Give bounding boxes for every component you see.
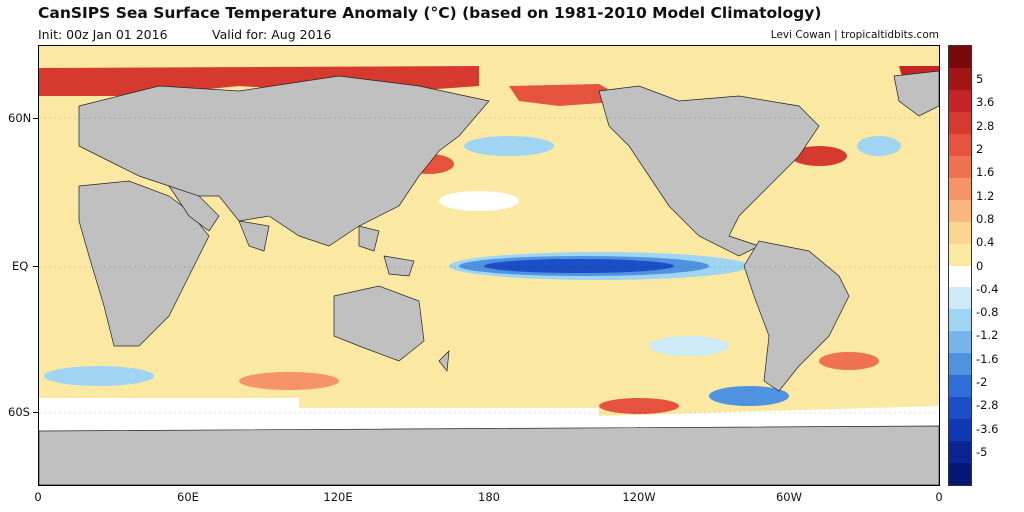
new-zealand [438, 350, 450, 372]
colorbar-label: -0.4 [976, 281, 999, 296]
greenland [893, 70, 939, 117]
colorbar-segment [949, 243, 971, 266]
colorbar-segment [949, 111, 971, 134]
colorbar-segment [949, 397, 971, 420]
north-pacific-cool-patch [464, 136, 554, 156]
colorbar-segment [949, 375, 971, 398]
xtick-60w: 60W [775, 490, 803, 504]
credit-text: Levi Cowan | tropicaltidbits.com [770, 29, 939, 41]
land-masses [39, 70, 939, 485]
xtick-180: 180 [478, 490, 500, 504]
xtick-0: 0 [34, 490, 42, 504]
colorbar-label: -5 [976, 445, 988, 460]
colorbar-label: 1.6 [976, 165, 995, 180]
colorbar-label: -1.6 [976, 351, 999, 366]
ytick-eq: EQ [12, 259, 29, 273]
drake-passage-cool [709, 386, 789, 406]
colorbar-label: 0.8 [976, 211, 995, 226]
colorbar-label: 5 [976, 71, 984, 86]
colorbar-segment [949, 221, 971, 244]
xtick-0-east: 0 [935, 490, 943, 504]
maritime-continent [358, 225, 380, 252]
colorbar [948, 45, 972, 486]
xtick-120e: 120E [323, 490, 353, 504]
north-atlantic-cool-patch [857, 136, 901, 156]
southern-cool-patch-1 [44, 366, 154, 386]
graticule [39, 117, 939, 414]
india [238, 220, 270, 252]
colorbar-segment [949, 463, 971, 486]
australia [333, 285, 425, 362]
colorbar-label: -2 [976, 375, 988, 390]
colorbar-segment [949, 199, 971, 222]
colorbar-label: 0.4 [976, 235, 995, 250]
colorbar-segment [949, 331, 971, 354]
colorbar-label: 2 [976, 141, 984, 156]
colorbar-segment [949, 177, 971, 200]
ytick-60n: 60N [8, 111, 32, 125]
colorbar-label: -0.8 [976, 305, 999, 320]
colorbar-segment [949, 309, 971, 332]
xtick-120w: 120W [622, 490, 656, 504]
africa [78, 180, 210, 347]
southern-pacific-warm [599, 398, 679, 414]
ytick-mark [33, 412, 38, 413]
ytick-mark [33, 266, 38, 267]
colorbar-segment [949, 67, 971, 90]
bering-warm-region [509, 84, 629, 106]
colorbar-segment [949, 287, 971, 310]
colorbar-segment [949, 133, 971, 156]
south-atlantic-warm [819, 352, 879, 370]
xtick-60e: 60E [177, 490, 199, 504]
colorbar-segment [949, 353, 971, 376]
eurasia [78, 75, 490, 247]
gulf-stream-warm-patch [791, 146, 847, 166]
init-time: Init: 00z Jan 01 2016 [38, 27, 168, 42]
map-title: CanSIPS Sea Surface Temperature Anomaly … [38, 4, 822, 22]
colorbar-label: 3.6 [976, 95, 995, 110]
valid-time: Valid for: Aug 2016 [212, 27, 332, 42]
ytick-60s: 60S [8, 405, 30, 419]
colorbar-segment [949, 419, 971, 442]
borneo-sulawesi [383, 255, 415, 277]
southeast-pacific-cool [649, 336, 729, 356]
southern-warm-patch-1 [239, 372, 339, 390]
colorbar-segment [949, 89, 971, 112]
antarctica [39, 425, 939, 485]
south-america [743, 240, 850, 392]
north-america [598, 85, 820, 257]
colorbar-segment [949, 265, 971, 288]
map-canvas [39, 46, 939, 485]
colorbar-label: -3.6 [976, 421, 999, 436]
colorbar-label: -2.8 [976, 398, 999, 413]
sst-anomaly-map [38, 45, 940, 486]
equatorial-cool-core [484, 259, 674, 273]
colorbar-segment [949, 441, 971, 464]
colorbar-label: 2.8 [976, 118, 995, 133]
arabia [168, 185, 220, 232]
colorbar-label: 0 [976, 258, 984, 273]
colorbar-segment [949, 155, 971, 178]
colorbar-label: -1.2 [976, 328, 999, 343]
colorbar-segment [949, 46, 971, 68]
colorbar-label: 1.2 [976, 188, 995, 203]
ytick-mark [33, 118, 38, 119]
